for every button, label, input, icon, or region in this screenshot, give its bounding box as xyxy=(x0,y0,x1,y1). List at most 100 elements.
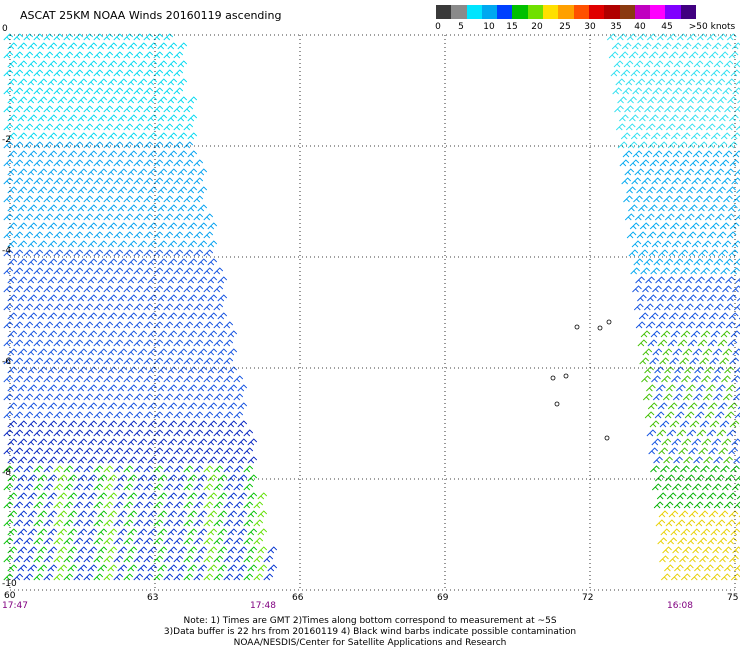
wind-barb xyxy=(63,465,74,473)
wind-barb xyxy=(731,375,740,383)
wind-barb xyxy=(53,393,64,401)
wind-barb xyxy=(163,267,174,275)
wind-barb xyxy=(167,186,178,194)
wind-barb xyxy=(187,384,198,392)
wind-barb xyxy=(137,150,148,158)
wind-barb xyxy=(127,222,138,230)
wind-barb xyxy=(113,231,124,239)
wind-barb xyxy=(705,321,716,329)
wind-barb xyxy=(193,501,204,509)
wind-barb xyxy=(107,348,118,356)
wind-barb xyxy=(666,231,677,239)
wind-barb xyxy=(93,555,104,563)
wind-barb xyxy=(107,402,118,410)
wind-barb xyxy=(33,447,44,455)
wind-barb xyxy=(735,80,740,86)
wind-barb xyxy=(93,303,104,311)
wind-barb xyxy=(37,438,48,446)
wind-barb xyxy=(207,456,218,464)
wind-barb xyxy=(93,375,104,383)
wind-barb xyxy=(173,105,184,113)
wind-barb xyxy=(692,150,703,158)
wind-barb xyxy=(684,105,694,113)
wind-barb xyxy=(720,267,730,275)
wind-barb xyxy=(87,438,98,446)
wind-barb xyxy=(680,330,691,338)
wind-barb xyxy=(153,285,164,293)
wind-barb xyxy=(708,447,718,455)
wind-barb xyxy=(227,474,238,482)
wind-barb xyxy=(167,168,178,176)
wind-barb xyxy=(694,105,704,113)
wind-barb xyxy=(133,249,144,257)
wind-barb xyxy=(77,96,88,104)
wind-barb xyxy=(207,474,218,482)
wind-barb xyxy=(23,87,34,95)
wind-barb xyxy=(117,330,128,338)
wind-barb xyxy=(177,132,188,140)
wind-barb xyxy=(693,258,704,266)
wind-barb xyxy=(632,285,642,293)
wind-barb xyxy=(660,528,671,536)
wind-barb xyxy=(680,465,690,473)
wind-barb xyxy=(167,258,178,266)
wind-barb xyxy=(133,285,144,293)
wind-barb xyxy=(687,339,698,347)
wind-barb xyxy=(700,69,711,77)
wind-barb xyxy=(187,564,198,572)
wind-barb xyxy=(654,105,664,113)
wind-barb xyxy=(247,510,258,518)
wind-barb xyxy=(213,483,224,491)
wind-barb xyxy=(183,339,194,347)
wind-barb xyxy=(173,51,184,59)
wind-barb xyxy=(87,186,98,194)
wind-barb xyxy=(33,285,44,293)
wind-barb xyxy=(167,78,178,86)
wind-barb xyxy=(685,276,695,284)
wind-barb xyxy=(93,573,104,581)
map-title: ASCAT 25KM NOAA Winds 20160119 ascending xyxy=(20,9,282,22)
wind-barb xyxy=(117,546,128,554)
wind-barb xyxy=(197,384,208,392)
wind-barb xyxy=(627,141,638,149)
wind-barb xyxy=(724,366,734,374)
wind-barb xyxy=(77,384,88,392)
wind-barb xyxy=(43,303,54,311)
wind-barb xyxy=(123,123,134,131)
wind-barb xyxy=(638,312,649,320)
wind-barb xyxy=(103,447,114,455)
wind-barb xyxy=(640,330,651,338)
wind-barb xyxy=(187,96,198,104)
wind-barb xyxy=(183,123,194,131)
wind-barb xyxy=(173,573,184,581)
footnotes: Note: 1) Times are GMT 2)Times along bot… xyxy=(0,616,740,649)
wind-barb xyxy=(67,384,78,392)
wind-barb xyxy=(97,348,108,356)
wind-barb xyxy=(217,564,228,572)
wind-barb xyxy=(666,33,677,41)
wind-barb xyxy=(227,420,238,428)
wind-barb xyxy=(652,87,662,95)
wind-barb xyxy=(17,546,28,554)
wind-barb xyxy=(187,492,198,500)
wind-barb xyxy=(708,204,718,212)
wind-barb xyxy=(203,393,214,401)
wind-barb xyxy=(67,60,78,68)
wind-barb xyxy=(63,483,74,491)
wind-barb xyxy=(63,519,74,527)
wind-barb xyxy=(187,204,198,212)
wind-barb xyxy=(722,546,732,554)
wind-barb xyxy=(732,393,740,401)
wind-barb xyxy=(153,303,164,311)
wind-barb xyxy=(73,69,84,77)
wind-barb xyxy=(213,285,224,293)
wind-barb xyxy=(177,348,188,356)
wind-barb xyxy=(93,33,104,41)
wind-barb xyxy=(157,420,168,428)
wind-barb xyxy=(183,177,194,185)
wind-barb xyxy=(714,168,725,176)
wind-barb xyxy=(197,204,208,212)
wind-barb xyxy=(147,420,158,428)
wind-barb xyxy=(103,429,114,437)
wind-barb xyxy=(147,150,158,158)
